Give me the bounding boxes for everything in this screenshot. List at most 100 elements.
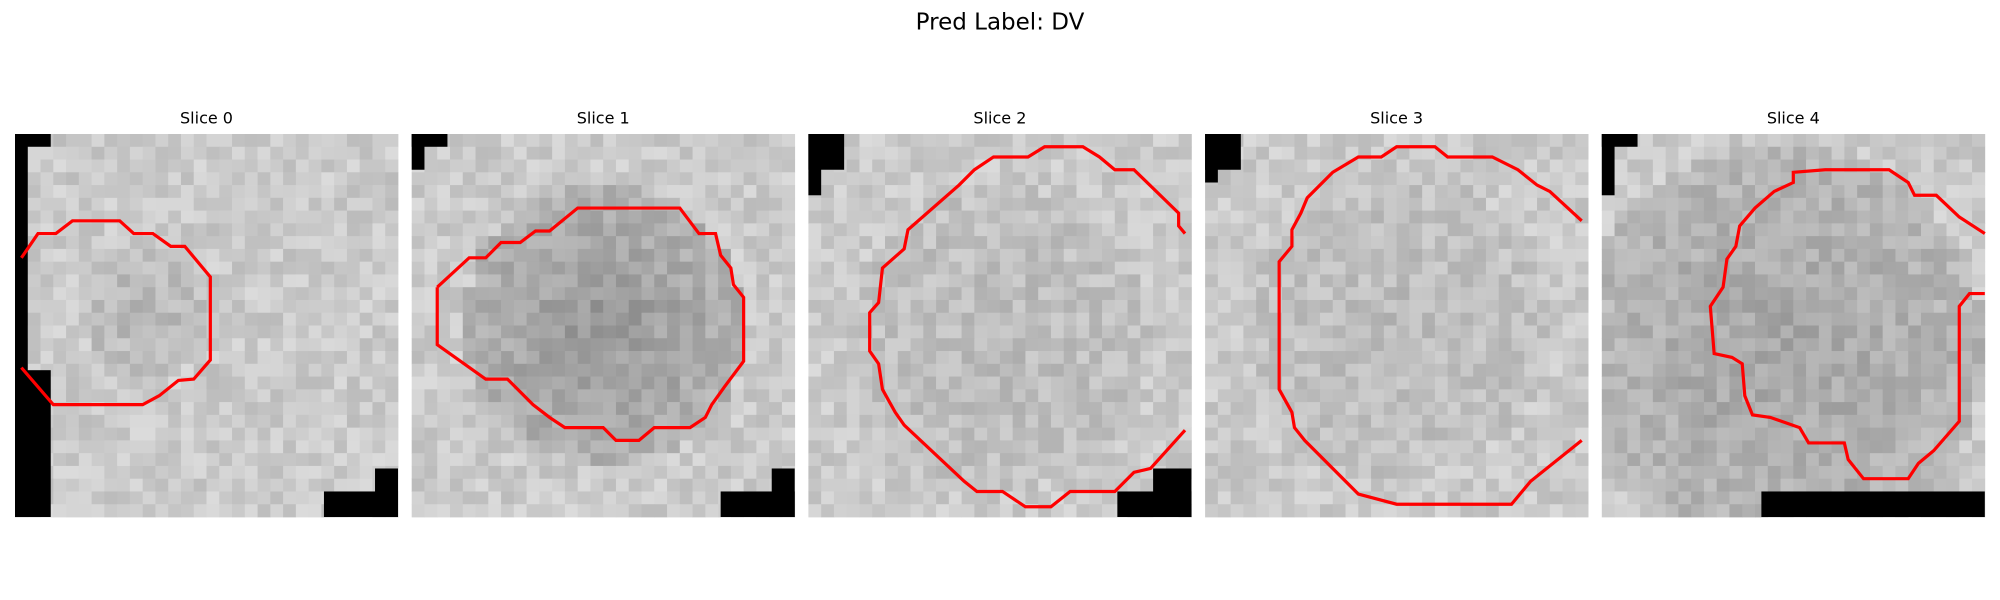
pixel bbox=[1972, 248, 1986, 263]
pixel bbox=[1511, 440, 1525, 454]
pixel bbox=[1371, 312, 1385, 326]
pixel bbox=[78, 427, 92, 441]
pixel bbox=[1844, 210, 1858, 224]
pixel bbox=[1256, 338, 1270, 352]
pixel bbox=[948, 185, 962, 199]
pixel bbox=[1114, 402, 1128, 416]
pixel bbox=[1869, 402, 1884, 416]
pixel bbox=[1165, 389, 1180, 403]
pixel bbox=[564, 363, 579, 377]
pixel bbox=[539, 491, 553, 505]
pixel bbox=[821, 248, 835, 263]
pixel bbox=[142, 402, 156, 416]
pixel bbox=[1345, 453, 1359, 467]
pixel bbox=[1307, 325, 1321, 339]
pixel bbox=[321, 478, 335, 492]
pixel bbox=[411, 172, 425, 186]
pixel bbox=[936, 274, 950, 288]
pixel bbox=[1256, 363, 1270, 377]
pixel bbox=[564, 159, 579, 173]
pixel bbox=[1447, 453, 1461, 467]
pixel bbox=[1869, 210, 1884, 224]
pixel bbox=[590, 478, 604, 492]
pixel bbox=[232, 491, 246, 505]
pixel bbox=[219, 210, 233, 224]
pixel bbox=[539, 389, 553, 403]
pixel bbox=[1652, 363, 1667, 377]
pixel bbox=[1447, 389, 1461, 403]
pixel bbox=[1857, 312, 1871, 326]
pixel bbox=[1627, 402, 1641, 416]
pixel bbox=[910, 427, 924, 441]
pixel bbox=[1908, 210, 1922, 224]
pixel bbox=[437, 223, 451, 237]
pixel bbox=[756, 134, 770, 148]
pixel bbox=[1217, 274, 1232, 288]
pixel bbox=[846, 287, 860, 301]
pixel bbox=[1818, 389, 1832, 403]
pixel bbox=[1601, 478, 1615, 492]
pixel bbox=[180, 351, 195, 365]
pixel bbox=[808, 465, 822, 480]
pixel bbox=[539, 427, 553, 441]
pixel bbox=[679, 248, 693, 263]
pixel bbox=[667, 491, 681, 505]
pixel bbox=[1857, 248, 1871, 263]
pixel bbox=[475, 389, 489, 403]
pixel bbox=[615, 287, 630, 301]
pixel bbox=[1114, 274, 1128, 288]
pixel bbox=[359, 134, 373, 148]
pixel bbox=[885, 185, 899, 199]
pixel bbox=[257, 159, 271, 173]
pixel bbox=[679, 414, 693, 429]
pixel bbox=[1511, 427, 1525, 441]
pixel bbox=[1473, 363, 1487, 377]
mask-region bbox=[375, 468, 398, 517]
pixel bbox=[1959, 325, 1973, 339]
pixel bbox=[1665, 453, 1679, 467]
pixel bbox=[1562, 363, 1576, 377]
pixel bbox=[846, 491, 860, 505]
pixel bbox=[1755, 134, 1769, 148]
pixel bbox=[1498, 414, 1512, 429]
pixel bbox=[142, 478, 156, 492]
pixel bbox=[539, 236, 553, 250]
pixel bbox=[53, 197, 67, 211]
pixel bbox=[385, 172, 399, 186]
pixel bbox=[1050, 223, 1065, 237]
pixel bbox=[1409, 414, 1423, 429]
pixel bbox=[1524, 299, 1538, 314]
pixel bbox=[1562, 402, 1576, 416]
pixel bbox=[615, 312, 630, 326]
pixel bbox=[475, 274, 489, 288]
pixel bbox=[1127, 210, 1141, 224]
pixel bbox=[1627, 223, 1641, 237]
pixel bbox=[321, 338, 335, 352]
pixel bbox=[1562, 248, 1576, 263]
pixel bbox=[1307, 236, 1321, 250]
pixel bbox=[1882, 427, 1896, 441]
pixel bbox=[1857, 274, 1871, 288]
pixel bbox=[1652, 185, 1667, 199]
pixel bbox=[1869, 134, 1884, 148]
pixel bbox=[321, 159, 335, 173]
pixel bbox=[437, 478, 451, 492]
pixel bbox=[450, 134, 464, 148]
pixel bbox=[1294, 478, 1308, 492]
pixel bbox=[833, 389, 848, 403]
pixel bbox=[91, 248, 105, 263]
pixel bbox=[411, 261, 425, 275]
pixel bbox=[1933, 274, 1947, 288]
pixel bbox=[1460, 287, 1474, 301]
pixel bbox=[244, 491, 258, 505]
pixel bbox=[104, 159, 118, 173]
pixel bbox=[283, 172, 297, 186]
pixel bbox=[999, 440, 1014, 454]
pixel bbox=[705, 440, 719, 454]
pixel bbox=[961, 491, 975, 505]
pixel bbox=[1165, 414, 1180, 429]
pixel bbox=[1549, 414, 1563, 429]
pixel bbox=[334, 236, 348, 250]
pixel bbox=[743, 248, 757, 263]
pixel bbox=[730, 338, 745, 352]
